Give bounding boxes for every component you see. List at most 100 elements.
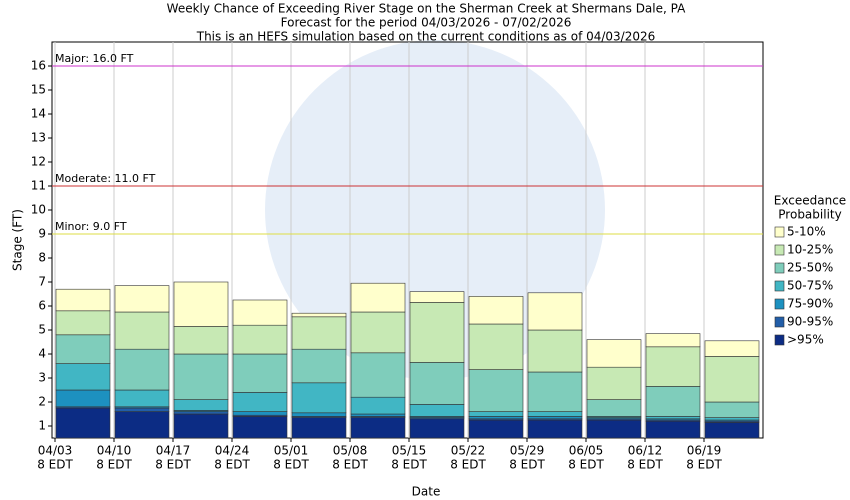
x-tick-label: 04/10	[97, 444, 132, 458]
bar-segment	[468, 323, 524, 370]
flood-level-label: Minor: 9.0 FT	[55, 220, 127, 233]
bar-segment	[645, 333, 701, 348]
bar-segment	[291, 412, 347, 417]
bar-segment	[173, 399, 229, 411]
bar-segment	[350, 413, 406, 417]
x-tick-label: 04/24	[215, 444, 250, 458]
bar-segment	[173, 411, 229, 415]
bar-segment	[291, 348, 347, 384]
y-tick-label: 1	[38, 419, 46, 433]
bar-segment	[55, 310, 111, 336]
bar-segment	[586, 339, 642, 368]
bar-segment	[468, 419, 524, 439]
bar-segment	[114, 389, 170, 408]
bar-segment	[645, 386, 701, 417]
bar-segment	[350, 396, 406, 415]
legend-swatch	[774, 334, 785, 346]
y-tick-label: 12	[31, 155, 46, 169]
bar-segment	[55, 288, 111, 312]
legend-label: 5-10%	[787, 225, 826, 239]
bar-segment	[527, 371, 583, 412]
bar-segment	[173, 413, 229, 439]
bar-segment	[704, 417, 760, 421]
bar-segment	[704, 422, 760, 439]
y-tick-label: 2	[38, 395, 46, 409]
y-tick-label: 10	[31, 203, 46, 217]
bar-segment	[527, 419, 583, 439]
bar-segment	[173, 353, 229, 400]
y-tick-label: 3	[38, 371, 46, 385]
x-tick-time: 8 EDT	[214, 458, 250, 472]
bar-segment	[409, 362, 465, 405]
bar-segment	[114, 285, 170, 313]
x-tick-time: 8 EDT	[686, 458, 722, 472]
legend-label: >95%	[787, 333, 824, 347]
x-tick-label: 05/08	[333, 444, 368, 458]
legend-label: 90-95%	[787, 315, 833, 329]
legend-label: 10-25%	[787, 243, 833, 257]
bar-segment	[704, 401, 760, 418]
y-tick-label: 9	[38, 227, 46, 241]
flood-level-label: Moderate: 11.0 FT	[55, 172, 156, 185]
bar-segment	[586, 419, 642, 439]
bar-segment	[645, 416, 701, 420]
x-tick-label: 05/22	[451, 444, 486, 458]
bar-segment	[350, 282, 406, 313]
x-tick-time: 8 EDT	[391, 458, 427, 472]
bar-segment	[291, 312, 347, 318]
y-tick-label: 14	[31, 107, 46, 121]
bar-segment	[232, 324, 288, 355]
bar-segment	[173, 326, 229, 355]
bar-segment	[55, 389, 111, 408]
bar-segment	[468, 411, 524, 417]
bar-segment	[586, 399, 642, 417]
chart-title: Forecast for the period 04/03/2026 - 07/…	[281, 16, 572, 30]
bar-segment	[55, 407, 111, 439]
y-tick-label: 16	[31, 59, 46, 73]
x-tick-time: 8 EDT	[273, 458, 309, 472]
x-tick-time: 8 EDT	[96, 458, 132, 472]
bar-segment	[55, 363, 111, 391]
bar-segment	[527, 416, 583, 420]
plot-frame	[51, 41, 764, 439]
bar-segment	[645, 346, 701, 387]
bar-segment	[55, 334, 111, 364]
bar-segment	[468, 296, 524, 325]
legend-swatch	[774, 244, 785, 256]
y-tick-label: 13	[31, 131, 46, 145]
bar-segment	[704, 356, 760, 403]
x-tick-label: 06/12	[628, 444, 663, 458]
bar-segment	[114, 311, 170, 350]
legend-label: 25-50%	[787, 261, 833, 275]
bar-segment	[173, 281, 229, 327]
x-tick-time: 8 EDT	[509, 458, 545, 472]
x-tick-label: 06/19	[687, 444, 722, 458]
chart-title: This is an HEFS simulation based on the …	[196, 30, 656, 44]
legend-swatch	[774, 316, 785, 328]
bar-segment	[350, 352, 406, 398]
y-tick-label: 11	[31, 179, 46, 193]
x-tick-time: 8 EDT	[37, 458, 73, 472]
y-tick-label: 8	[38, 251, 46, 265]
bar-segment	[232, 392, 288, 412]
y-axis-label: Stage (FT)	[11, 209, 25, 271]
bar-segment	[291, 382, 347, 414]
x-tick-label: 04/17	[156, 444, 191, 458]
y-tick-label: 5	[38, 323, 46, 337]
x-tick-label: 04/03	[38, 444, 73, 458]
bar-segment	[409, 291, 465, 303]
x-tick-label: 06/05	[569, 444, 604, 458]
bar-segment	[704, 340, 760, 357]
legend-swatch	[774, 226, 785, 238]
y-tick-label: 6	[38, 299, 46, 313]
x-tick-time: 8 EDT	[568, 458, 604, 472]
x-axis-label: Date	[412, 485, 441, 499]
bar-segment	[468, 369, 524, 412]
bar-segment	[527, 411, 583, 417]
legend-swatch	[774, 298, 785, 310]
y-tick-label: 4	[38, 347, 46, 361]
bar-segment	[409, 302, 465, 363]
chart-title: Weekly Chance of Exceeding River Stage o…	[167, 2, 686, 16]
legend-title: Probability	[778, 208, 841, 222]
